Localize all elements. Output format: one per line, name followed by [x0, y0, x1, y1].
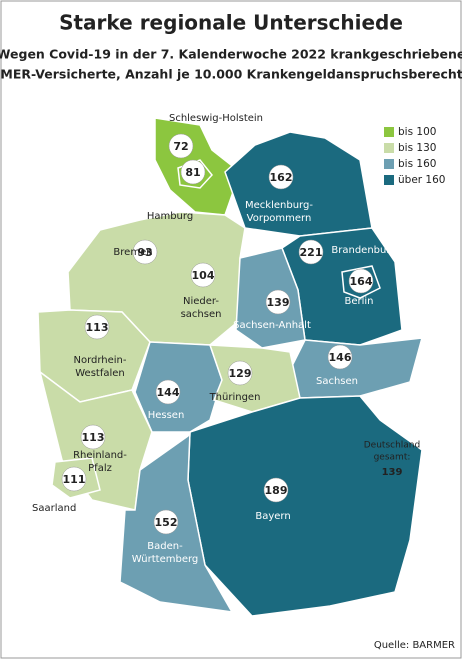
region-name: Berlin: [344, 296, 373, 307]
region-value: 146: [329, 351, 352, 364]
region-name: Saarland: [32, 503, 76, 514]
total-label: Deutschland: [364, 441, 420, 451]
region-value: 81: [185, 166, 200, 179]
region-name: Thüringen: [209, 392, 261, 403]
region-value: 221: [300, 246, 323, 259]
region-name: Rheinland-: [73, 450, 127, 461]
legend-label: bis 130: [398, 142, 436, 154]
value-badge: [132, 239, 158, 265]
region-value: 113: [86, 321, 109, 334]
region-name: Westfalen: [75, 368, 125, 379]
region-name: Sachsen-Anhalt: [233, 320, 311, 331]
value-badge: [84, 314, 110, 340]
region-name: Brandenburg: [331, 245, 396, 256]
region-name: Vorpommern: [247, 213, 312, 224]
region-name: Mecklenburg-: [245, 200, 313, 211]
region-name: sachsen: [181, 309, 222, 320]
value-badge: [190, 262, 216, 288]
legend-label: bis 160: [398, 158, 436, 170]
value-badge: [155, 379, 181, 405]
region-value: 139: [267, 296, 290, 309]
value-badge: [348, 268, 374, 294]
region-name: Baden-: [147, 541, 183, 552]
region-name: Nordrhein-: [73, 355, 126, 366]
value-badge: [265, 289, 291, 315]
region-value: 144: [157, 386, 180, 399]
value-badge: [153, 509, 179, 535]
total-label: gesamt:: [374, 453, 411, 463]
region-value: 111: [63, 473, 86, 486]
region-name: Sachsen: [316, 376, 358, 387]
region-value: 129: [229, 367, 252, 380]
legend-swatch: [384, 127, 394, 137]
map-layer: 72 Schleswig-Holstein 81 Hamburg 162 Mecklenb…: [32, 113, 424, 617]
region-value: 162: [270, 171, 293, 184]
region-value: 104: [192, 269, 215, 282]
region-name: Nieder-: [183, 296, 219, 307]
region-name: Schleswig-Holstein: [169, 113, 263, 124]
region-value: 152: [155, 516, 178, 529]
subtitle: Wegen Covid-19 in der 7. Kalenderwoche 2…: [0, 47, 462, 62]
legend-swatch: [384, 175, 394, 185]
legend-label: über 160: [398, 174, 445, 186]
legend-label: bis 100: [398, 126, 436, 138]
value-badge: [298, 239, 324, 265]
legend-swatch: [384, 159, 394, 169]
title: Starke regionale Unterschiede: [59, 11, 403, 35]
value-badge: [180, 159, 206, 185]
subtitle: BARMER-Versicherte, Anzahl je 10.000 Kra…: [0, 67, 462, 82]
value-badge: [227, 360, 253, 386]
value-badge: [80, 424, 106, 450]
region: [187, 395, 423, 617]
region-name: Hessen: [148, 410, 185, 421]
region-name: Württemberg: [132, 554, 199, 565]
value-badge: [327, 344, 353, 370]
legend-swatch: [384, 143, 394, 153]
region-value: 113: [82, 431, 105, 444]
region: [224, 131, 373, 237]
region-name: Pfalz: [88, 463, 112, 474]
value-badge: [168, 133, 194, 159]
region-value: 93: [137, 246, 152, 259]
region-value: 189: [265, 484, 288, 497]
value-badge: [61, 466, 87, 492]
source: Quelle: BARMER: [374, 640, 455, 651]
region-name: Bayern: [255, 511, 290, 522]
value-badge: [263, 477, 289, 503]
value-badge: [268, 164, 294, 190]
total-value: 139: [382, 467, 403, 478]
region-value: 164: [350, 275, 373, 288]
region-name: Bremen: [113, 247, 152, 258]
region-name: Hamburg: [147, 211, 193, 222]
region-value: 72: [173, 140, 188, 153]
